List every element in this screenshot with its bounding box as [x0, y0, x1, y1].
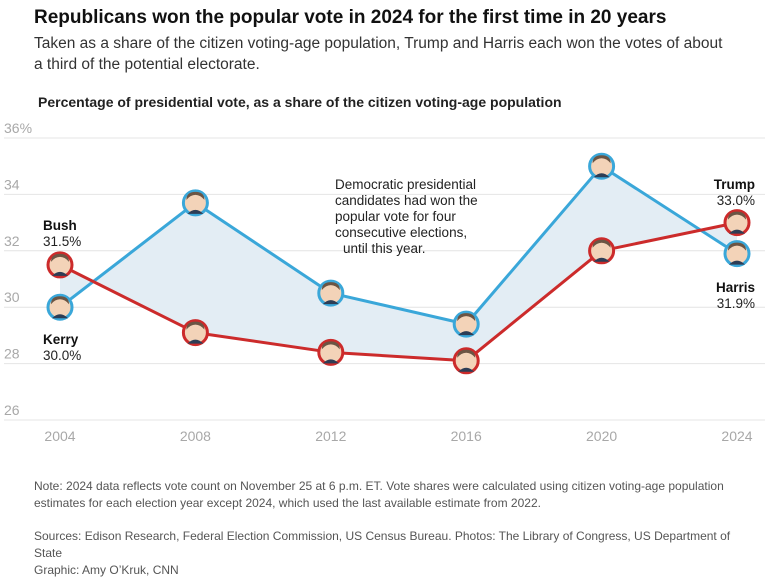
- portrait-hair: [186, 191, 205, 200]
- annotation-line-5: until this year.: [343, 241, 426, 256]
- portrait-suit: [593, 257, 610, 262]
- democratic-point-2016-clinton: [452, 310, 480, 338]
- y-tick-label-30: 30: [4, 289, 20, 305]
- x-tick-label-2008: 2008: [180, 428, 211, 444]
- y-tick-label-26: 26: [4, 402, 20, 418]
- portrait-hair: [186, 321, 205, 330]
- sources: Sources: Edison Research, Federal Electi…: [34, 529, 731, 560]
- portrait-hair: [728, 211, 746, 220]
- portrait-hair: [51, 296, 69, 305]
- portrait-hair: [51, 253, 69, 262]
- republican-point-2024-trump: [723, 209, 751, 237]
- candidate-markers: [46, 152, 751, 375]
- democratic-point-2004-kerry: [46, 293, 74, 321]
- portrait-suit: [322, 300, 339, 305]
- portrait-hair: [592, 239, 611, 248]
- portrait-suit: [52, 271, 68, 276]
- kerry-label: Kerry: [43, 332, 79, 347]
- democratic-point-2020-biden: [588, 152, 616, 180]
- portrait-suit: [729, 229, 745, 234]
- x-tick-label-2004: 2004: [44, 428, 75, 444]
- portrait-suit: [458, 367, 475, 372]
- democratic-line: [59, 164, 738, 326]
- harris-label: Harris: [716, 280, 755, 295]
- trump-value: 33.0%: [717, 193, 755, 208]
- trump-label: Trump: [714, 177, 755, 192]
- footnote: Note: 2024 data reflects vote count on N…: [34, 479, 724, 510]
- y-tick-label-34: 34: [4, 176, 20, 192]
- portrait-suit: [729, 260, 745, 265]
- shaded-area: [60, 166, 737, 361]
- chart-title: Republicans won the popular vote in 2024…: [34, 7, 667, 28]
- portrait-suit: [593, 173, 610, 178]
- portrait-hair: [321, 341, 340, 350]
- democratic-point-2008-obama: [181, 189, 209, 217]
- chart-subtitle: Taken as a share of the citizen voting-a…: [34, 35, 723, 73]
- bush-label: Bush: [43, 218, 77, 233]
- annotation-line-1: Democratic presidential: [335, 177, 476, 192]
- portrait-suit: [322, 359, 339, 364]
- y-tick-label-36: 36%: [4, 120, 32, 136]
- x-tick-label-2012: 2012: [315, 428, 346, 444]
- portrait-suit: [52, 314, 68, 319]
- portrait-hair: [321, 282, 340, 291]
- portrait-suit: [187, 209, 204, 214]
- x-tick-label-2024: 2024: [721, 428, 752, 444]
- annotation-line-2: candidates had won the: [335, 193, 478, 208]
- portrait-hair: [592, 155, 611, 164]
- y-tick-label-28: 28: [4, 346, 20, 362]
- x-tick-label-2016: 2016: [451, 428, 482, 444]
- bush-value: 31.5%: [43, 234, 81, 249]
- kerry-value: 30.0%: [43, 348, 81, 363]
- portrait-hair: [457, 313, 476, 322]
- portrait-hair: [457, 349, 476, 358]
- republican-point-2020-trump: [588, 237, 616, 265]
- democratic-point-2024-harris: [723, 240, 751, 268]
- republican-point-2008-mccain: [181, 319, 209, 347]
- democratic-point-2012-obama: [317, 279, 345, 307]
- shaded-gap-area: [60, 166, 737, 361]
- annotation-line-4: consecutive elections,: [335, 225, 467, 240]
- portrait-suit: [458, 331, 475, 336]
- x-axis-tick-labels: 2004 2008 2012 2016 2020 2024: [44, 428, 752, 444]
- portrait-suit: [187, 339, 204, 344]
- x-tick-label-2020: 2020: [586, 428, 617, 444]
- y-tick-label-32: 32: [4, 233, 20, 249]
- republican-point-2004-bush: [46, 251, 74, 279]
- line-chart: 26 28 30 32 34 36% 2004 2008 2012 2016 2020 2024 D…: [4, 120, 765, 444]
- series-lines: [59, 164, 738, 363]
- portrait-hair: [728, 242, 746, 251]
- y-axis-tick-labels: 26 28 30 32 34 36%: [4, 120, 32, 418]
- annotation-line-3: popular vote for four: [335, 209, 456, 224]
- harris-value: 31.9%: [717, 296, 755, 311]
- republican-point-2016-trump: [452, 347, 480, 375]
- republican-point-2012-romney: [317, 338, 345, 366]
- credit: Graphic: Amy O’Kruk, CNN: [34, 563, 179, 577]
- republican-line: [59, 221, 738, 363]
- chart-heading: Percentage of presidential vote, as a sh…: [38, 94, 562, 110]
